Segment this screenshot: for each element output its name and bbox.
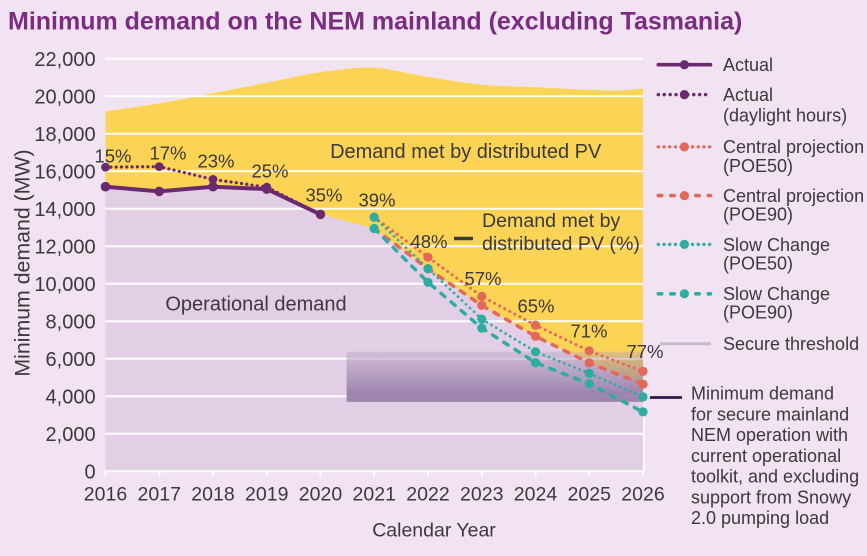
svg-text:2018: 2018 xyxy=(191,484,234,506)
svg-text:2,000: 2,000 xyxy=(46,424,96,446)
svg-text:2021: 2021 xyxy=(353,484,396,506)
svg-text:20,000: 20,000 xyxy=(34,86,95,108)
svg-text:Calendar Year: Calendar Year xyxy=(372,520,496,542)
svg-text:35%: 35% xyxy=(305,185,342,206)
svg-text:22,000: 22,000 xyxy=(34,49,95,71)
svg-text:Minimum demand: Minimum demand xyxy=(691,384,834,404)
svg-text:(daylight hours): (daylight hours) xyxy=(723,106,847,126)
svg-text:(POE50): (POE50) xyxy=(723,156,793,176)
svg-text:Demand met by: Demand met by xyxy=(482,210,621,232)
svg-text:14,000: 14,000 xyxy=(34,199,95,221)
svg-text:for secure mainland: for secure mainland xyxy=(691,404,849,424)
svg-text:2.0 pumping load: 2.0 pumping load xyxy=(691,508,829,528)
svg-text:Operational demand: Operational demand xyxy=(165,294,346,316)
svg-text:(POE90): (POE90) xyxy=(723,205,793,225)
svg-text:Minimum demand (MW): Minimum demand (MW) xyxy=(11,149,35,376)
svg-text:18,000: 18,000 xyxy=(34,124,95,146)
svg-text:2016: 2016 xyxy=(84,484,127,506)
svg-text:Demand met by distributed PV: Demand met by distributed PV xyxy=(330,141,602,163)
svg-text:Actual: Actual xyxy=(723,55,773,75)
svg-text:57%: 57% xyxy=(464,268,501,289)
svg-text:NEM operation with: NEM operation with xyxy=(691,425,848,445)
svg-text:(POE50): (POE50) xyxy=(723,254,793,274)
svg-text:6,000: 6,000 xyxy=(46,349,96,371)
svg-text:48%: 48% xyxy=(410,231,447,252)
svg-text:2020: 2020 xyxy=(299,484,343,506)
svg-text:2023: 2023 xyxy=(460,484,503,506)
svg-text:2025: 2025 xyxy=(568,484,612,506)
svg-text:77%: 77% xyxy=(626,341,663,362)
svg-text:Slow Change: Slow Change xyxy=(723,284,830,304)
svg-text:8,000: 8,000 xyxy=(46,311,96,333)
svg-text:Minimum demand on the NEM main: Minimum demand on the NEM mainland (excl… xyxy=(8,8,742,36)
svg-text:23%: 23% xyxy=(197,151,234,172)
svg-text:16,000: 16,000 xyxy=(34,161,95,183)
svg-text:Secure threshold: Secure threshold xyxy=(723,334,859,354)
svg-text:39%: 39% xyxy=(358,190,395,211)
svg-text:Actual: Actual xyxy=(723,85,773,105)
svg-text:71%: 71% xyxy=(570,321,607,342)
svg-text:2024: 2024 xyxy=(514,484,558,506)
svg-text:10,000: 10,000 xyxy=(34,274,95,296)
svg-text:2022: 2022 xyxy=(406,484,449,506)
svg-text:4,000: 4,000 xyxy=(46,386,96,408)
svg-text:15%: 15% xyxy=(94,146,131,167)
svg-text:Slow Change: Slow Change xyxy=(723,235,830,255)
svg-text:2017: 2017 xyxy=(138,484,181,506)
svg-text:2019: 2019 xyxy=(245,484,288,506)
svg-text:12,000: 12,000 xyxy=(34,236,95,258)
svg-text:current operational: current operational xyxy=(691,446,841,466)
svg-text:0: 0 xyxy=(84,461,95,483)
svg-text:Central projection: Central projection xyxy=(723,186,864,206)
svg-text:25%: 25% xyxy=(251,161,288,182)
svg-text:support from Snowy: support from Snowy xyxy=(691,487,851,507)
svg-text:Central projection: Central projection xyxy=(723,137,864,157)
svg-text:distributed PV (%): distributed PV (%) xyxy=(482,233,640,255)
svg-text:toolkit, and excluding: toolkit, and excluding xyxy=(691,467,859,487)
svg-text:(POE90): (POE90) xyxy=(723,303,793,323)
svg-text:17%: 17% xyxy=(149,143,186,164)
svg-text:65%: 65% xyxy=(517,296,554,317)
svg-text:2026: 2026 xyxy=(621,484,664,506)
